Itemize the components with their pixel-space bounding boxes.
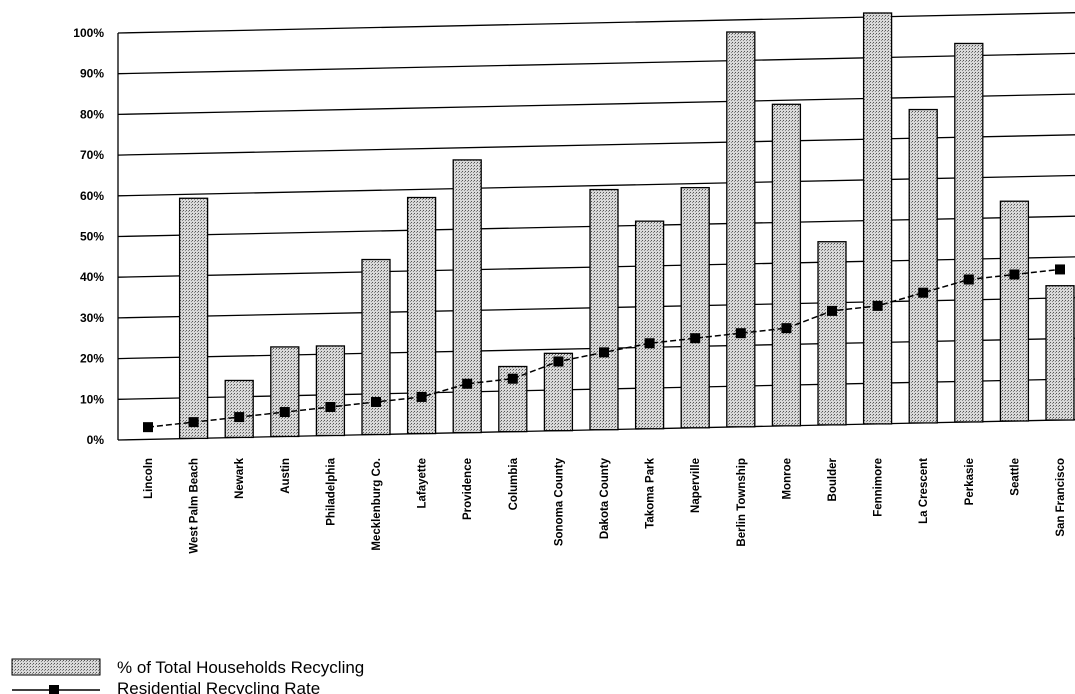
y-tick-label: 10%: [80, 392, 104, 406]
category-label: Perkasie: [964, 458, 976, 505]
y-tick-label: 0%: [87, 433, 105, 447]
category-label: Lincoln: [143, 458, 155, 499]
category-label: Boulder: [827, 457, 839, 501]
bar: [771, 103, 802, 427]
line-series: [143, 264, 1065, 433]
bar: [908, 108, 938, 424]
legend-swatch-bars: [11, 658, 101, 676]
y-tick-label: 40%: [80, 270, 104, 284]
bar: [1045, 285, 1075, 421]
category-label: Mecklenburg Co.: [371, 458, 383, 551]
line-marker: [234, 412, 245, 423]
legend-label-line: Residential Recycling Rate: [117, 679, 320, 694]
bar-series: [178, 12, 1075, 440]
category-label: San Francisco: [1055, 458, 1067, 537]
line-marker: [143, 422, 153, 433]
category-label: Providence: [462, 458, 474, 520]
y-tick-label: 100%: [73, 26, 104, 40]
x-axis-categories: Lincoln West Palm Beach Newark Austin Philad…: [143, 457, 1067, 553]
line-marker: [735, 328, 746, 339]
line-marker: [963, 274, 974, 285]
gridline: [117, 12, 1075, 34]
legend: % of Total Households Recycling Resident…: [11, 658, 364, 694]
y-tick-label: 50%: [80, 230, 104, 244]
y-axis-ticks: 0% 10% 20% 30% 40% 50% 60% 70% 80% 90% 100%: [73, 26, 104, 447]
y-tick-label: 80%: [80, 107, 104, 121]
bar: [361, 258, 391, 436]
y-tick-label: 70%: [80, 148, 104, 162]
bar: [680, 186, 710, 429]
category-label: West Palm Beach: [189, 458, 201, 554]
bar: [178, 197, 209, 440]
line-marker: [553, 356, 564, 367]
line-marker: [325, 402, 336, 413]
category-label: Philadelphia: [325, 457, 337, 525]
line-marker: [599, 347, 609, 358]
y-tick-label: 20%: [80, 352, 104, 366]
category-label: Takoma Park: [645, 457, 657, 528]
bar: [589, 188, 619, 431]
y-tick-label: 60%: [80, 189, 104, 203]
legend-label-bars: % of Total Households Recycling: [117, 658, 364, 677]
gridline: [117, 93, 1075, 116]
line-marker: [872, 300, 883, 311]
y-tick-label: 90%: [80, 67, 104, 81]
line-marker: [690, 333, 701, 344]
line-marker: [644, 338, 655, 349]
category-label: Dakota County: [599, 457, 611, 539]
line-marker: [371, 396, 381, 407]
category-label: Monroe: [781, 458, 793, 500]
line-marker: [1055, 264, 1065, 275]
bar: [634, 220, 665, 430]
gridline: [117, 52, 1075, 75]
line-marker: [279, 407, 290, 418]
bar: [726, 31, 756, 428]
y-tick-label: 30%: [80, 311, 104, 325]
legend-marker-icon: [49, 685, 59, 694]
category-label: Austin: [280, 458, 292, 494]
category-label: La Crescent: [918, 458, 930, 524]
bar: [817, 241, 847, 426]
category-label: Berlin Township: [736, 458, 748, 547]
category-label: Fennimore: [873, 458, 885, 517]
category-label: Naperville: [690, 458, 702, 513]
line-marker: [416, 391, 427, 402]
line-marker: [781, 323, 792, 334]
bar: [315, 345, 346, 437]
category-label: Newark: [234, 457, 246, 499]
line-marker: [1009, 269, 1020, 280]
bar: [452, 159, 482, 434]
category-label: Lafayette: [417, 458, 429, 509]
line-marker: [827, 305, 837, 316]
line-marker: [188, 417, 199, 428]
line-marker: [507, 373, 518, 384]
category-label: Sonoma County: [553, 457, 565, 546]
bar: [862, 12, 893, 425]
bar: [224, 379, 254, 439]
bar: [270, 346, 300, 438]
bar: [999, 200, 1030, 422]
line-marker: [462, 378, 473, 389]
category-label: Columbia: [508, 457, 520, 510]
bar: [954, 42, 984, 423]
line-marker: [918, 287, 929, 298]
category-label: Seattle: [1009, 458, 1021, 496]
